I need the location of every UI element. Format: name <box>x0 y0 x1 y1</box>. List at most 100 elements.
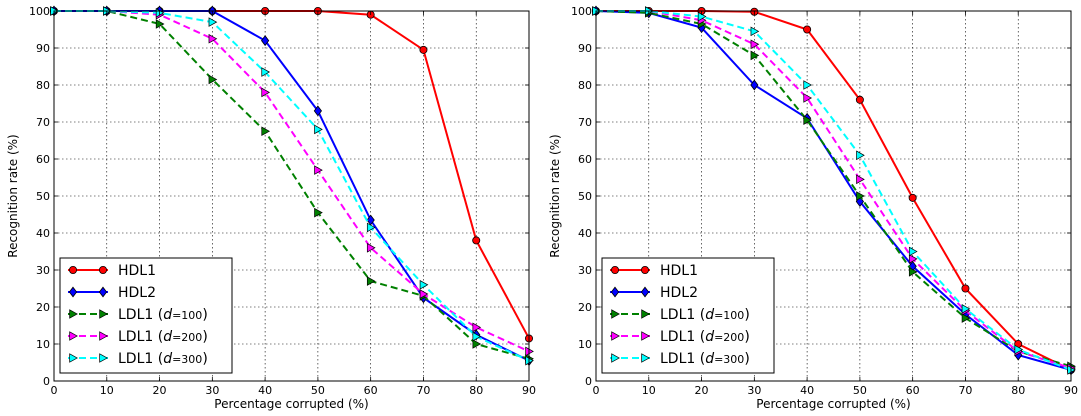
legend-label: HDL2 <box>118 285 156 301</box>
legend-marker <box>611 331 620 341</box>
y-tick-label: 20 <box>36 301 50 314</box>
y-tick-label: 100 <box>571 5 592 18</box>
series-line <box>54 10 530 360</box>
legend-marker <box>611 353 620 363</box>
y-tick-label: 40 <box>578 227 592 240</box>
data-point <box>472 331 482 342</box>
y-tick-label: 50 <box>36 190 50 203</box>
data-point <box>472 322 482 333</box>
legend-entry: LDL1 (d=200) <box>68 329 208 345</box>
legend-marker <box>99 265 108 274</box>
x-tick-label: 0 <box>51 384 58 397</box>
legend-label: LDL1 (d=300) <box>118 351 208 367</box>
data-point <box>261 87 271 98</box>
data-point <box>208 74 218 85</box>
data-point <box>961 304 971 314</box>
data-point <box>208 33 218 44</box>
data-point <box>366 276 376 286</box>
legend-entry: HDL1 <box>68 263 156 279</box>
legend-label: HDL1 <box>118 263 156 279</box>
legend-marker <box>640 286 650 298</box>
data-point <box>261 126 271 137</box>
x-tick-label: 60 <box>364 384 378 397</box>
data-point <box>419 280 429 290</box>
y-tick-label: 50 <box>578 190 592 203</box>
x-tick-label: 80 <box>469 384 483 397</box>
y-tick-label: 10 <box>36 338 50 351</box>
series-line <box>54 10 530 362</box>
left-chart: 0 10 20 30 40 50 60 70 80 90 0 10 20 30 40 50 60 70 80 90 10… <box>6 5 536 411</box>
y-tick-label: 30 <box>578 264 592 277</box>
legend-label: LDL1 (d=200) <box>660 329 750 345</box>
data-point <box>908 246 918 257</box>
data-point <box>855 95 864 104</box>
legend: HDL1 HDL2 LDL1 (d=100) LDL1 (d=200) LDL1 (d=… <box>601 257 775 374</box>
legend-marker <box>641 353 650 363</box>
data-point <box>366 243 376 253</box>
right-chart: 0 10 20 30 40 50 60 70 80 90 0 10 20 30 40 50 60 70 80 90 10… <box>548 5 1078 411</box>
y-tick-label: 60 <box>578 153 592 166</box>
legend-marker <box>641 331 650 341</box>
y-tick-label: 30 <box>36 264 50 277</box>
legend-label: HDL2 <box>660 285 698 301</box>
data-point <box>472 339 482 349</box>
data-point <box>314 165 323 175</box>
data-point <box>803 93 813 103</box>
legend-label: LDL1 (d=200) <box>118 329 208 345</box>
data-point <box>366 222 376 233</box>
legend-label: HDL1 <box>660 263 698 279</box>
legend-label: LDL1 (d=300) <box>660 351 750 367</box>
x-tick-label: 10 <box>100 384 114 397</box>
x-tick-label: 70 <box>416 384 430 397</box>
legend-entry: LDL1 (d=300) <box>68 351 208 367</box>
data-point <box>750 50 760 61</box>
x-tick-label: 90 <box>1064 384 1078 397</box>
legend-marker <box>69 331 78 341</box>
series-line <box>596 10 1072 370</box>
legend-marker <box>99 309 108 319</box>
data-point <box>908 193 917 202</box>
data-point <box>908 254 918 264</box>
x-tick-label: 20 <box>153 384 167 397</box>
legend-marker <box>641 309 650 319</box>
x-tick-label: 40 <box>800 384 814 397</box>
data-point <box>961 284 970 293</box>
x-tick-label: 80 <box>1011 384 1025 397</box>
x-tick-label: 50 <box>311 384 325 397</box>
y-tick-label: 80 <box>36 79 50 92</box>
legend-entry: HDL1 <box>610 263 698 279</box>
legend-entry: LDL1 (d=100) <box>610 307 750 323</box>
y-tick-label: 0 <box>585 375 592 388</box>
legend-entry: LDL1 (d=200) <box>610 329 750 345</box>
legend-entry: LDL1 (d=300) <box>610 351 750 367</box>
legend: HDL1 HDL2 LDL1 (d=100) LDL1 (d=200) LDL1 (d=… <box>59 257 233 374</box>
data-point <box>419 45 428 54</box>
data-point <box>803 80 813 90</box>
y-tick-label: 100 <box>29 5 50 18</box>
legend-label: LDL1 (d=100) <box>660 307 750 323</box>
data-point <box>750 39 760 50</box>
data-point <box>261 35 270 47</box>
x-tick-label: 70 <box>958 384 972 397</box>
data-point <box>750 26 760 37</box>
series-line <box>596 10 1072 371</box>
legend-label: LDL1 (d=100) <box>118 307 208 323</box>
series-line <box>595 10 1072 368</box>
x-tick-label: 0 <box>593 384 600 397</box>
data-point <box>856 191 865 201</box>
legend-box <box>59 257 233 374</box>
legend-marker <box>641 265 650 274</box>
legend-entry: HDL2 <box>610 285 698 301</box>
legend-marker <box>611 309 620 319</box>
x-axis-label: Percentage corrupted (%) <box>756 397 910 411</box>
data-point <box>208 17 218 27</box>
data-point <box>856 150 865 161</box>
legend-entry: HDL2 <box>68 285 156 301</box>
legend-marker <box>69 309 78 319</box>
x-tick-label: 90 <box>522 384 536 397</box>
x-tick-label: 10 <box>642 384 656 397</box>
data-point <box>856 174 865 185</box>
data-point <box>261 67 271 77</box>
data-point <box>697 11 707 22</box>
